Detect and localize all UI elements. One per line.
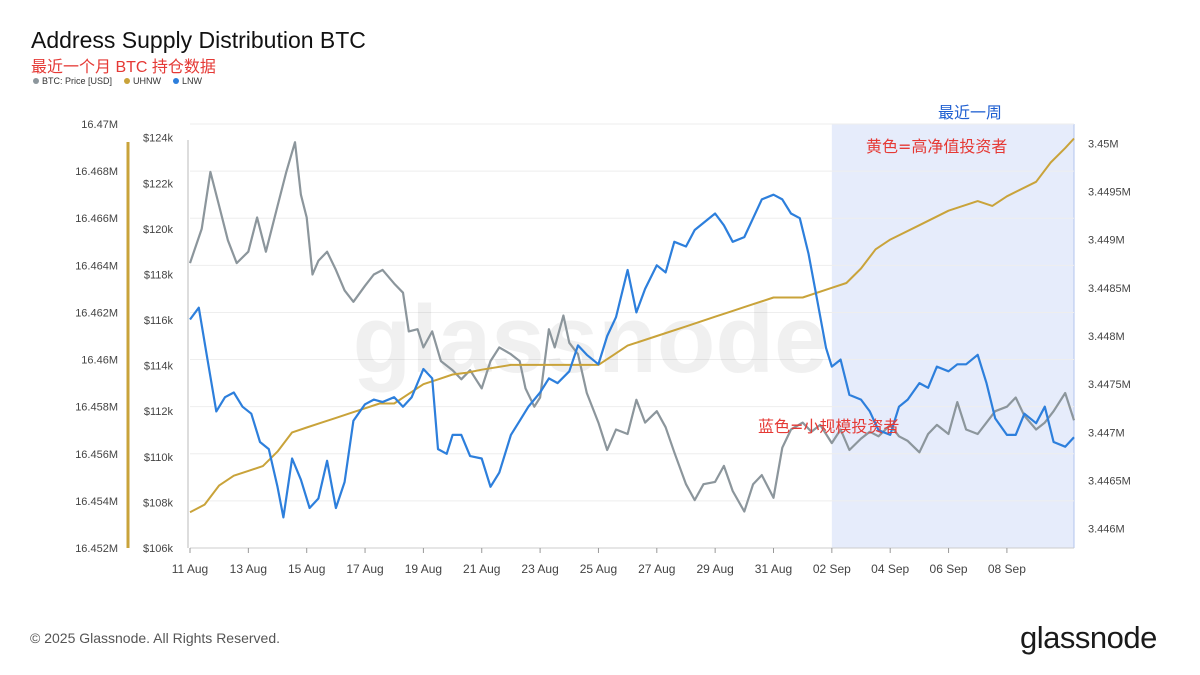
right-axis-tick-label: 3.4485M bbox=[1088, 283, 1131, 295]
highlight-band bbox=[831, 124, 1074, 548]
right-axis-tick-label: 3.448M bbox=[1088, 331, 1125, 343]
x-axis-tick-label: 17 Aug bbox=[346, 562, 383, 576]
legend-swatch-uhnw bbox=[124, 78, 131, 84]
series-line-uhnw bbox=[189, 137, 1075, 514]
price-axis-tick-label: $118k bbox=[144, 269, 174, 281]
x-axis-tick-label: 15 Aug bbox=[288, 562, 325, 576]
x-axis-tick-label: 02 Sep bbox=[813, 562, 851, 576]
left-axis-tick-label: 16.46M bbox=[81, 355, 118, 367]
left-axis-tick-label: 16.454M bbox=[75, 496, 118, 508]
x-axis-tick-label: 19 Aug bbox=[405, 562, 442, 576]
x-axis-tick-label: 27 Aug bbox=[638, 562, 675, 576]
price-axis-tick-label: $122k bbox=[143, 178, 173, 190]
left-axis-tick-label: 16.452M bbox=[75, 543, 118, 555]
price-axis-tick-label: $114k bbox=[144, 361, 174, 373]
x-axis-tick-label: 25 Aug bbox=[580, 562, 617, 576]
series-line-lnw bbox=[189, 193, 1075, 519]
x-axis-tick-label: 21 Aug bbox=[463, 562, 500, 576]
x-axis-tick-label: 29 Aug bbox=[696, 562, 733, 576]
x-axis-tick-label: 13 Aug bbox=[230, 562, 267, 576]
price-axis-tick-label: $124k bbox=[143, 133, 173, 145]
annotation-uhnw: 黄色=高净值投资者 bbox=[866, 137, 1007, 156]
right-axis-tick-label: 3.4465M bbox=[1088, 476, 1131, 488]
right-axis-tick-label: 3.449M bbox=[1088, 235, 1125, 247]
left-axis-tick-label: 16.458M bbox=[75, 402, 118, 414]
legend-label-price: BTC: Price [USD] bbox=[42, 76, 113, 86]
x-axis-tick-label: 23 Aug bbox=[521, 562, 558, 576]
copyright-footer: © 2025 Glassnode. All Rights Reserved. bbox=[30, 630, 281, 646]
chart-title: Address Supply Distribution BTC bbox=[31, 27, 366, 53]
price-axis-tick-label: $110k bbox=[144, 452, 174, 464]
watermark: glassnode bbox=[353, 286, 828, 393]
right-axis-tick-label: 3.446M bbox=[1088, 524, 1125, 536]
annotation-lnw: 蓝色=小规模投资者 bbox=[758, 417, 899, 436]
legend-swatch-lnw bbox=[173, 78, 180, 84]
legend-label-uhnw: UHNW bbox=[133, 76, 162, 86]
right-axis-tick-label: 3.447M bbox=[1088, 427, 1125, 439]
legend-swatch-price bbox=[33, 78, 39, 84]
right-axis-tick-label: 3.4495M bbox=[1088, 186, 1131, 198]
left-axis-tick-label: 16.47M bbox=[81, 119, 118, 131]
x-axis-tick-label: 08 Sep bbox=[988, 562, 1026, 576]
left-axis-tick-label: 16.462M bbox=[75, 307, 118, 319]
right-axis-tick-label: 3.45M bbox=[1088, 138, 1119, 150]
legend-item-lnw[interactable]: LNW bbox=[173, 76, 202, 86]
price-axis-tick-label: $108k bbox=[143, 497, 173, 509]
price-axis-tick-label: $112k bbox=[144, 406, 174, 418]
x-axis-tick-label: 11 Aug bbox=[172, 562, 208, 576]
legend-item-uhnw[interactable]: UHNW bbox=[124, 76, 161, 86]
chart-subtitle: 最近一个月 BTC 持仓数据 bbox=[31, 59, 216, 76]
left-axis-tick-label: 16.466M bbox=[75, 213, 118, 225]
brand-logo[interactable]: glassnode bbox=[1020, 620, 1157, 655]
x-axis-tick-label: 04 Sep bbox=[871, 562, 909, 576]
x-axis-tick-label: 06 Sep bbox=[930, 562, 968, 576]
highlight-label: 最近一周 bbox=[938, 103, 1002, 122]
legend-item-price[interactable]: BTC: Price [USD] bbox=[33, 76, 112, 86]
price-axis-tick-label: $106k bbox=[143, 543, 173, 555]
series-line-btc-price-usd bbox=[188, 141, 1076, 513]
price-axis-tick-label: $120k bbox=[143, 224, 173, 236]
x-axis-tick-label: 31 Aug bbox=[755, 562, 792, 576]
chart-legend: BTC: Price [USD] UHNW LNW bbox=[33, 76, 202, 86]
left-axis-tick-label: 16.468M bbox=[75, 166, 118, 178]
left-axis-tick-label: 16.464M bbox=[75, 260, 118, 272]
left-axis-tick-label: 16.456M bbox=[75, 449, 118, 461]
price-axis-tick-label: $116k bbox=[144, 315, 174, 327]
right-axis-tick-label: 3.4475M bbox=[1088, 379, 1131, 391]
legend-label-lnw: LNW bbox=[182, 76, 203, 86]
